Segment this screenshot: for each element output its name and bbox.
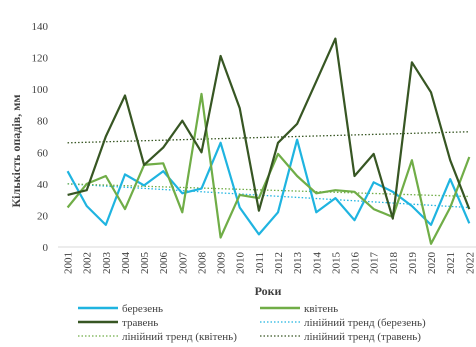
x-tick-label: 2020 (426, 252, 438, 275)
x-tick-label: 2017 (369, 252, 381, 275)
y-tick-label: 60 (37, 147, 49, 159)
legend-label: квітень (304, 303, 338, 315)
y-tick-labels: 0 20 40 60 80 100 120 140 (32, 21, 49, 254)
x-tick-label: 2007 (177, 252, 189, 275)
series-line (67, 37, 471, 220)
x-tick-label: 2006 (158, 252, 170, 275)
legend-label: березень (122, 303, 163, 315)
x-tick-label: 2018 (388, 252, 400, 275)
legend-label: лінійний тренд (березень) (304, 317, 426, 329)
x-tick-label: 2016 (350, 252, 362, 275)
x-tick-labels: 2001 2002 2003 2004 2005 2006 2007 2008 2009 2010… (63, 252, 476, 275)
y-axis-title: Кількість опадів, мм (9, 94, 23, 207)
x-tick-label: 2004 (120, 252, 132, 275)
y-tick-label: 120 (32, 53, 49, 65)
legend-label: лінійний тренд (квітень) (122, 331, 237, 343)
x-tick-label: 2015 (330, 252, 342, 275)
x-tick-label: 2019 (407, 252, 419, 275)
legend-label: лінійний тренд (травень) (304, 331, 421, 343)
x-axis-title: Роки (255, 284, 282, 298)
legend-label: травень (122, 317, 158, 329)
x-tick-label: 2002 (82, 252, 94, 274)
y-tick-label: 80 (37, 116, 49, 128)
x-tick-label: 2013 (292, 252, 304, 275)
series-line (66, 138, 471, 236)
x-tick-label: 2003 (101, 252, 113, 275)
x-tick-label: 2008 (196, 252, 208, 275)
x-tick-label: 2022 (464, 252, 476, 274)
y-tick-label: 20 (37, 210, 49, 222)
series-lines (66, 37, 471, 245)
x-tick-label: 2021 (445, 252, 457, 274)
trend-line (67, 131, 470, 144)
x-tick-label: 2009 (216, 252, 228, 275)
x-tick-label: 2011 (254, 252, 266, 274)
x-tick-label: 2001 (63, 252, 75, 274)
legend: березень квітень травень лінійний тренд (бе… (78, 303, 426, 343)
x-tick-label: 2005 (139, 252, 151, 275)
y-tick-label: 100 (32, 84, 49, 96)
series-line (66, 92, 471, 245)
y-tick-label: 0 (43, 242, 49, 254)
x-tick-label: 2012 (273, 252, 285, 274)
x-tick-label: 2010 (235, 252, 247, 275)
y-tick-label: 40 (37, 179, 49, 191)
x-tick-label: 2014 (311, 252, 323, 275)
y-tick-label: 140 (32, 21, 49, 33)
trend-line (67, 183, 470, 198)
